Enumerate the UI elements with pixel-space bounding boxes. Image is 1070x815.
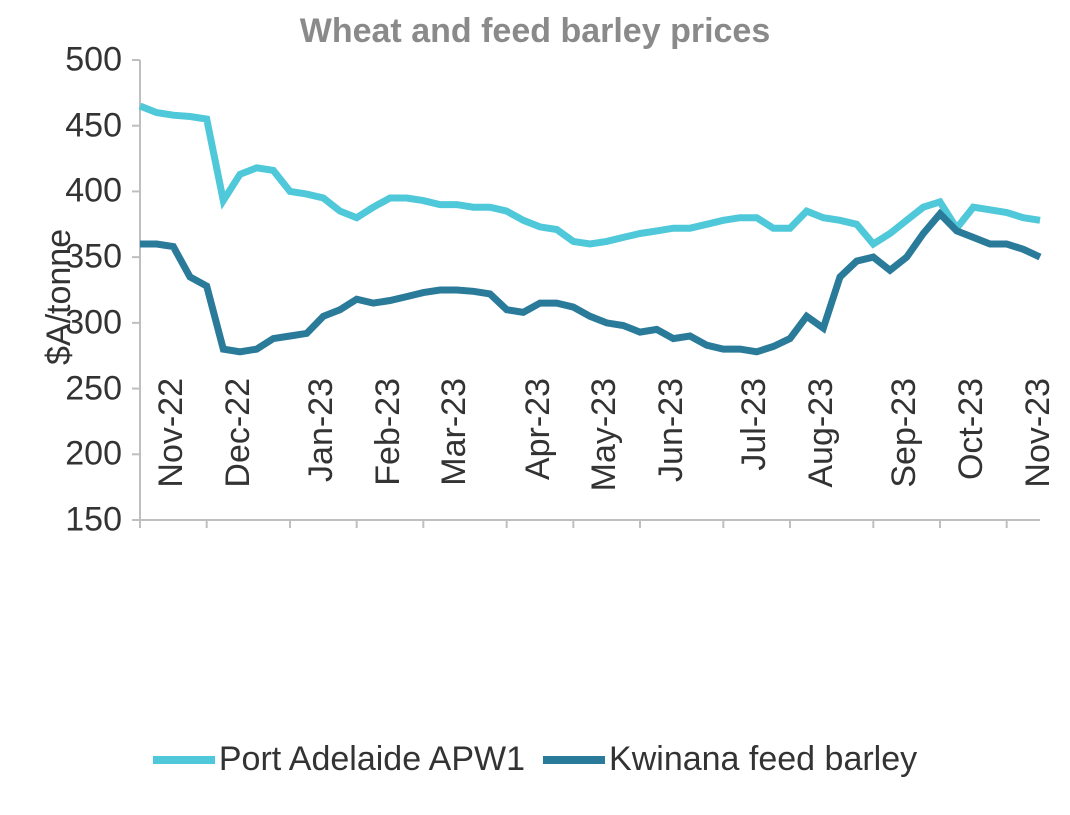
x-tick-label: Feb-23 — [369, 378, 408, 538]
series-line — [140, 214, 1040, 352]
series-line — [140, 106, 1040, 244]
x-tick-label: Nov-22 — [152, 378, 191, 538]
y-tick-label: 500 — [0, 41, 122, 80]
x-tick-label: Aug-23 — [802, 378, 841, 538]
x-tick-label: Sep-23 — [885, 378, 924, 538]
legend: Port Adelaide APW1 Kwinana feed barley — [0, 740, 1070, 779]
x-tick-label: Apr-23 — [519, 378, 558, 538]
x-tick-label: Oct-23 — [952, 378, 991, 538]
x-tick-label: Dec-22 — [219, 378, 258, 538]
y-tick-label: 250 — [0, 369, 122, 408]
x-tick-label: Nov-23 — [1019, 378, 1058, 538]
x-tick-label: Mar-23 — [435, 378, 474, 538]
y-tick-label: 300 — [0, 303, 122, 342]
legend-label: Kwinana feed barley — [609, 740, 917, 779]
x-tick-label: Jun-23 — [652, 378, 691, 538]
x-tick-label: May-23 — [585, 378, 624, 538]
legend-swatch — [543, 756, 605, 764]
x-tick-label: Jan-23 — [302, 378, 341, 538]
chart-container: Wheat and feed barley prices $A/tonne 15… — [0, 0, 1070, 815]
y-tick-label: 350 — [0, 238, 122, 277]
y-tick-label: 200 — [0, 435, 122, 474]
y-tick-label: 400 — [0, 172, 122, 211]
legend-item: Port Adelaide APW1 — [153, 740, 525, 779]
x-tick-label: Jul-23 — [735, 378, 774, 538]
y-tick-label: 150 — [0, 501, 122, 540]
chart-title: Wheat and feed barley prices — [0, 12, 1070, 51]
legend-label: Port Adelaide APW1 — [219, 740, 525, 779]
legend-swatch — [153, 756, 215, 764]
y-tick-label: 450 — [0, 106, 122, 145]
legend-item: Kwinana feed barley — [543, 740, 917, 779]
